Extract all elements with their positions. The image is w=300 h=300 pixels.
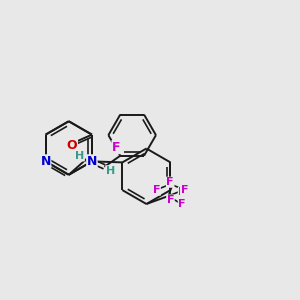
Text: H: H: [75, 151, 84, 161]
Text: F: F: [153, 185, 160, 195]
Text: F: F: [178, 199, 186, 209]
Text: F: F: [112, 140, 121, 154]
Text: F: F: [178, 187, 186, 197]
Text: N: N: [40, 155, 51, 168]
Text: O: O: [67, 139, 77, 152]
Text: F: F: [167, 195, 174, 205]
Text: H: H: [106, 166, 115, 176]
Text: F: F: [167, 177, 174, 187]
Text: F: F: [181, 185, 188, 195]
Text: N: N: [87, 155, 97, 168]
